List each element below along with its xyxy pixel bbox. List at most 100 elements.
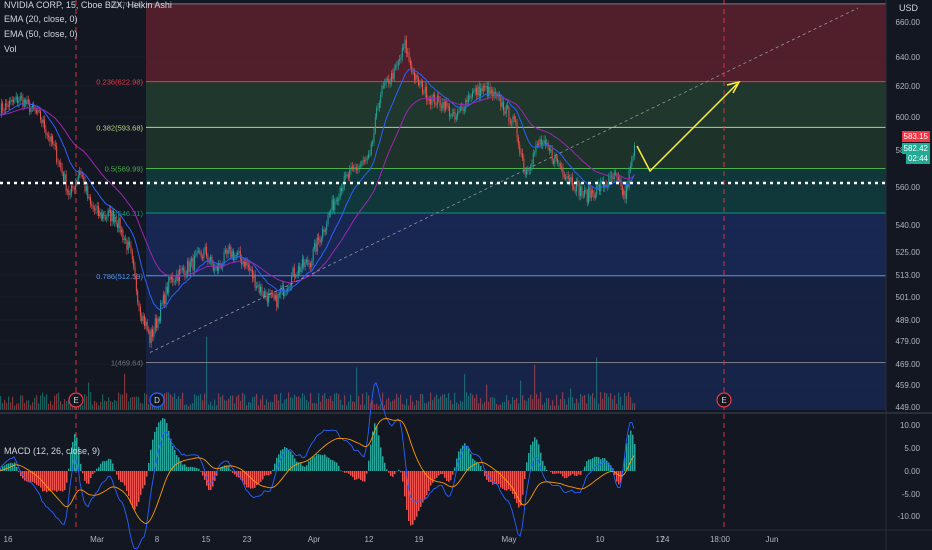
volume-bar: [436, 394, 438, 410]
volume-bar: [558, 405, 560, 410]
volume-bar: [34, 397, 36, 410]
volume-bar: [622, 405, 624, 410]
volume-bar: [254, 396, 256, 410]
volume-bar: [262, 395, 264, 410]
volume-bar: [90, 392, 92, 410]
volume-bar: [482, 403, 484, 410]
macd-bar: [544, 465, 546, 471]
macd-bar: [598, 457, 600, 471]
candle-body: [332, 199, 334, 211]
time-axis-label: Jun: [766, 535, 779, 544]
volume-bar: [276, 394, 278, 410]
volume-bar: [4, 399, 6, 410]
ema50-legend[interactable]: EMA (50, close, 0): [4, 29, 78, 39]
macd-legend[interactable]: MACD (12, 26, close, 9): [4, 446, 101, 456]
macd-bar: [56, 471, 58, 492]
macd-bar: [152, 439, 154, 471]
candle-body: [175, 280, 176, 282]
volume-bar: [456, 402, 458, 410]
symbol-legend[interactable]: NVIDIA CORP, 15, Cboe BZX, Heikin Ashi: [4, 0, 172, 10]
macd-bar: [24, 471, 26, 481]
price-axis-tick: 513.00: [896, 271, 921, 280]
volume-bar: [352, 401, 354, 410]
candle-body: [485, 86, 487, 88]
candle-body: [37, 109, 39, 113]
candle-body: [158, 318, 160, 322]
volume-bar: [116, 400, 118, 410]
candle-body: [407, 52, 409, 54]
macd-bar: [344, 471, 346, 473]
macd-bar: [164, 418, 166, 471]
volume-bar: [592, 392, 594, 410]
candle-body: [346, 174, 348, 176]
candle-body: [409, 60, 411, 66]
candle-body: [173, 281, 175, 283]
macd-bar: [292, 454, 294, 471]
ema20-legend[interactable]: EMA (20, close, 0): [4, 14, 78, 24]
volume-bar: [522, 395, 524, 410]
volume-bar: [328, 398, 330, 410]
candle-body: [632, 156, 634, 158]
macd-axis-tick: -10.00: [897, 512, 920, 521]
volume-bar: [272, 402, 274, 410]
candle-body: [431, 96, 433, 105]
macd-bar: [132, 471, 134, 508]
volume-bar: [296, 396, 298, 410]
volume-bar: [290, 397, 292, 410]
candle-body: [199, 250, 201, 253]
projection-path: [636, 83, 738, 173]
candle-body: [513, 116, 515, 120]
macd-bar: [486, 471, 488, 480]
volume-bar: [2, 403, 4, 410]
price-axis-tick: 620.00: [896, 82, 921, 91]
volume-bar: [520, 380, 522, 410]
candle-body: [550, 149, 552, 151]
macd-bar: [466, 445, 468, 471]
volume-bar: [128, 401, 130, 410]
candle-body: [521, 153, 523, 159]
volume-bar: [370, 402, 372, 410]
macd-bar: [212, 471, 214, 487]
candle-body: [450, 115, 452, 117]
fib-level-label: 0(670.34): [111, 0, 144, 9]
fib-zone: [146, 168, 886, 214]
candle-body: [490, 90, 492, 94]
candle-body: [600, 181, 602, 192]
volume-bar: [310, 393, 312, 410]
volume-legend[interactable]: Vol: [4, 44, 17, 54]
macd-bar: [334, 461, 336, 471]
candle-body: [546, 143, 548, 145]
candle-body: [166, 286, 168, 294]
candle-body: [200, 252, 202, 257]
macd-bar: [400, 471, 402, 473]
currency-label[interactable]: USD: [899, 3, 919, 13]
volume-bar: [454, 392, 456, 410]
volume-bar: [144, 393, 146, 410]
macd-bar: [228, 466, 230, 471]
macd-bar: [512, 471, 514, 495]
volume-bar: [266, 399, 268, 410]
candle-body: [57, 161, 59, 163]
candle-body: [75, 182, 77, 190]
candle-body: [312, 248, 314, 261]
price-axis-tick: 449.00: [896, 403, 921, 412]
candle-body: [73, 188, 75, 190]
candle-body: [265, 291, 267, 296]
candle-body: [623, 190, 625, 195]
candle-body: [359, 165, 361, 167]
candle-body: [304, 262, 306, 267]
volume-bar: [288, 392, 290, 410]
volume-bar: [590, 395, 592, 410]
candle-body: [112, 210, 114, 222]
volume-bar: [204, 393, 206, 410]
macd-bar: [490, 471, 492, 482]
candle-body: [467, 95, 469, 103]
candle-body: [558, 163, 560, 165]
volume-bar: [500, 404, 502, 410]
volume-bar: [432, 400, 434, 410]
heikin-ashi-candles: [0, 35, 635, 348]
ema20-line: [0, 68, 635, 311]
candle-body: [96, 206, 98, 209]
macd-bar: [162, 418, 164, 471]
